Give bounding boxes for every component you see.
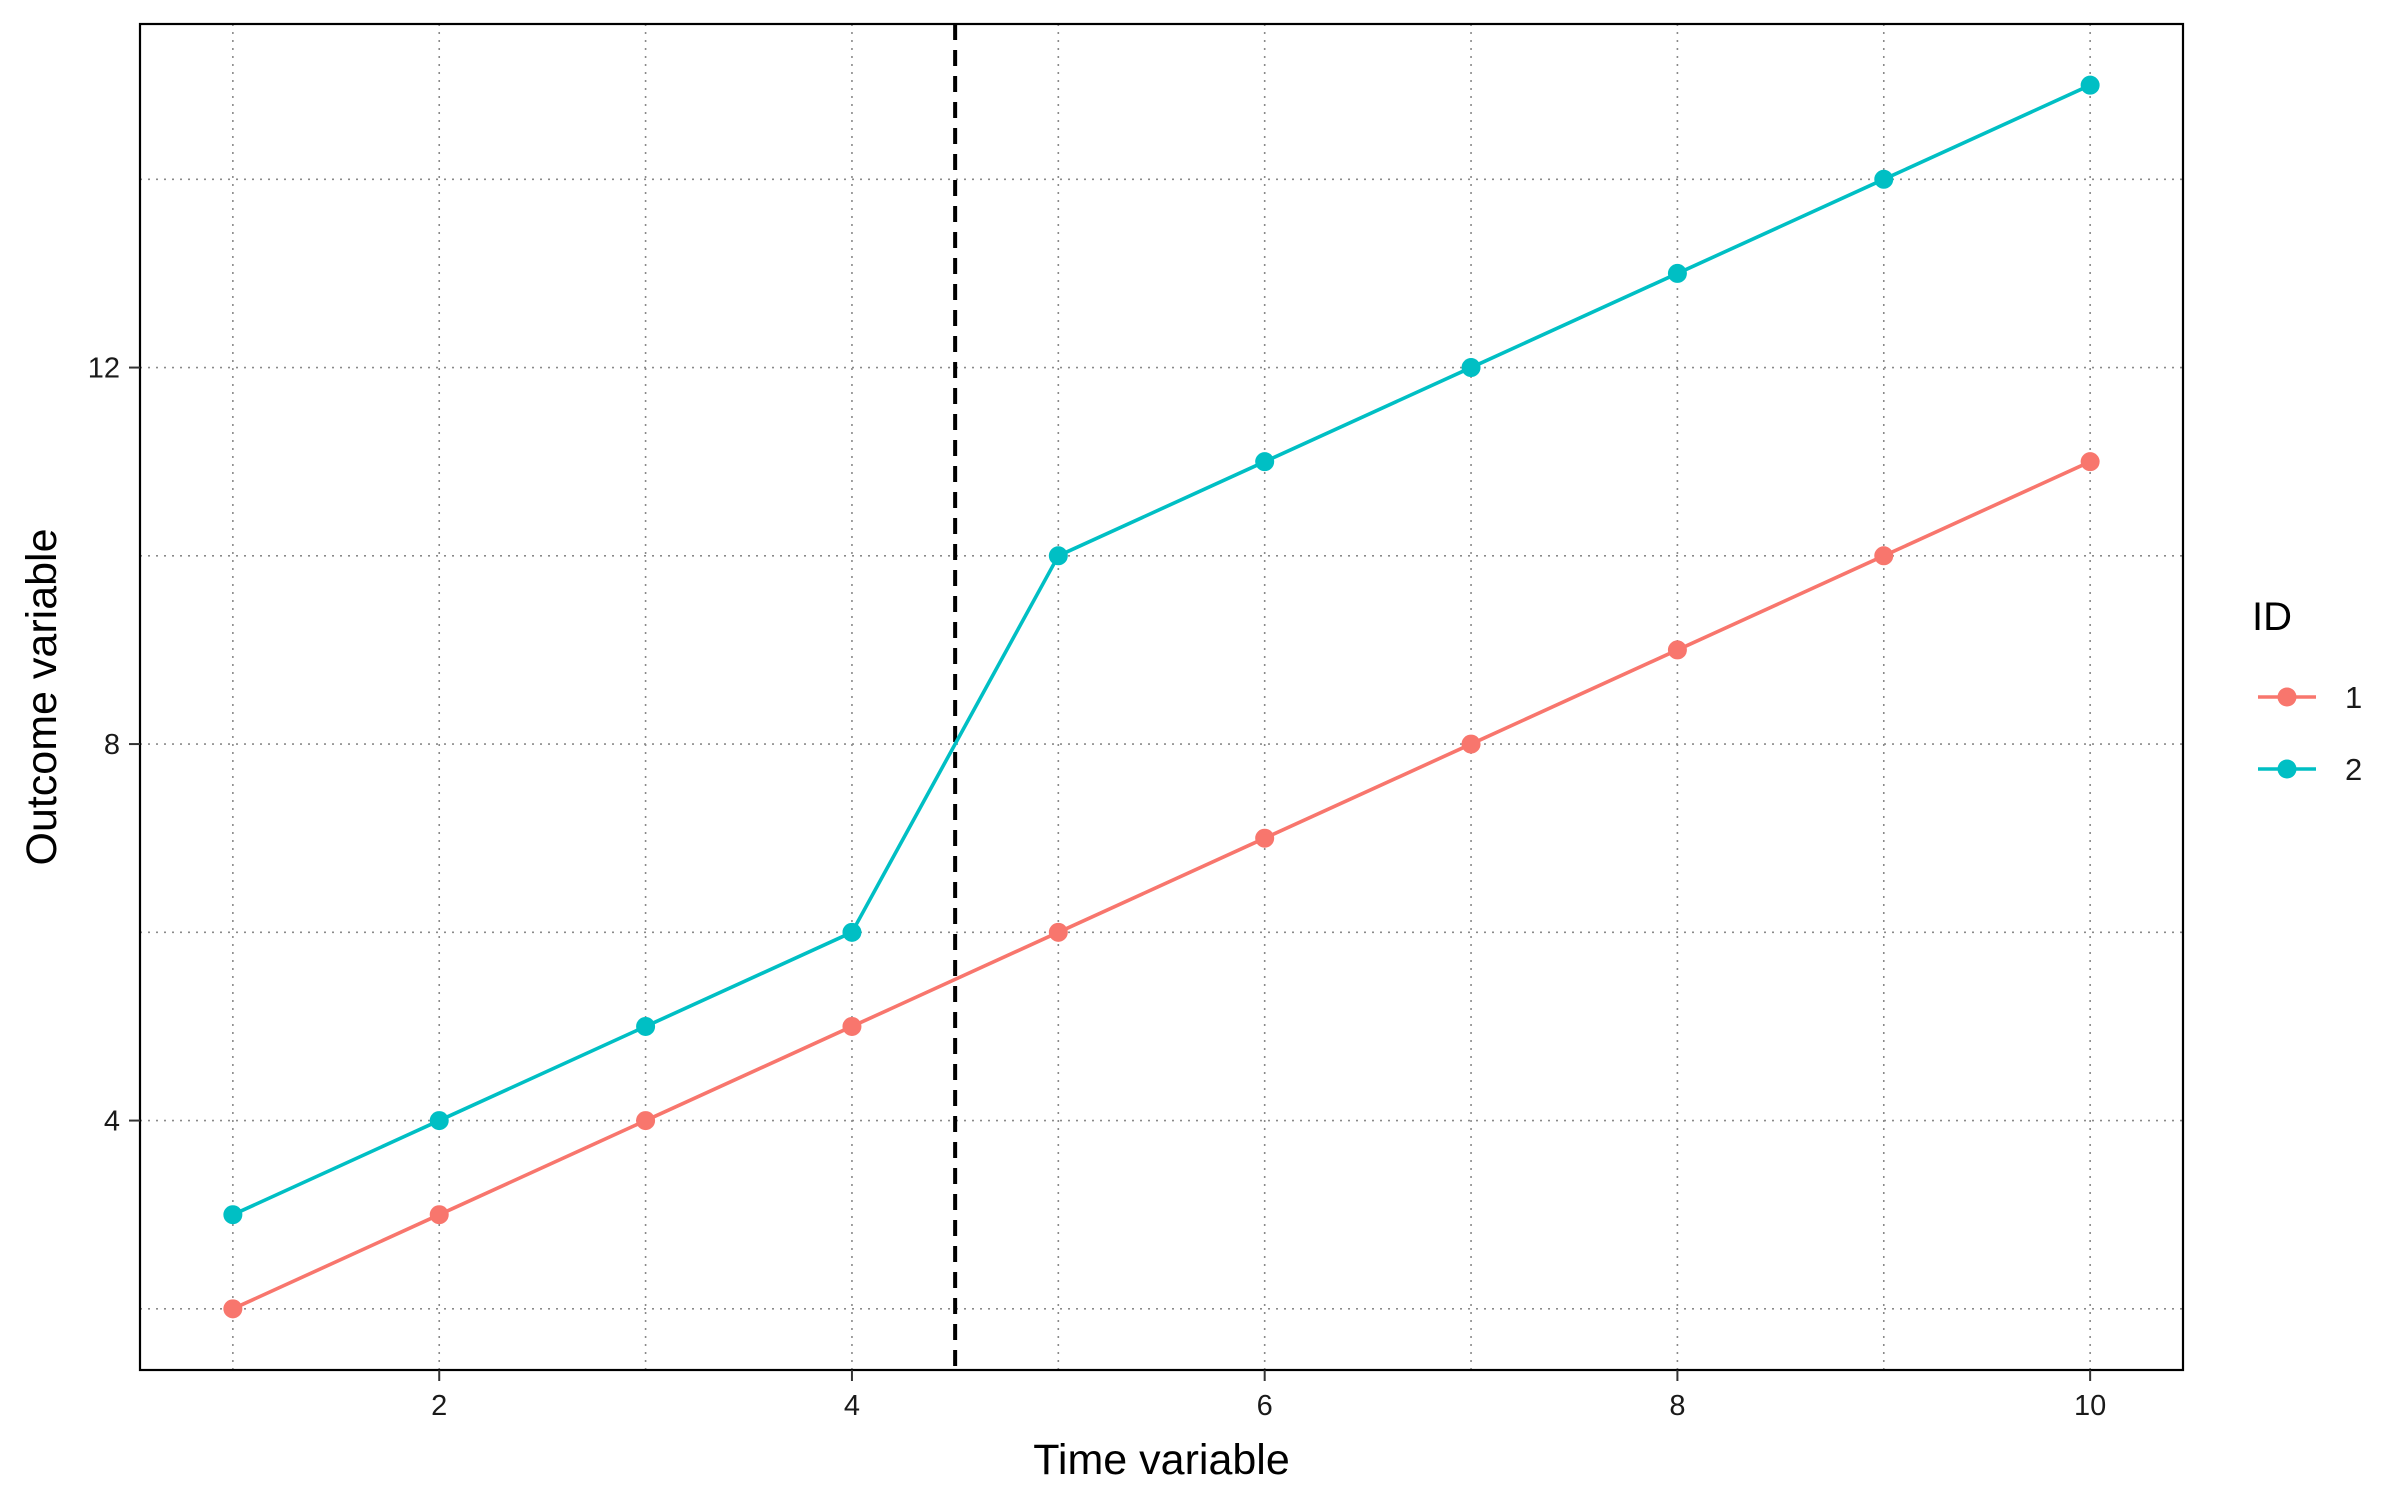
x-tick-label: 10 — [2074, 1390, 2106, 1422]
grid-lines — [140, 24, 2183, 1370]
series-1 — [223, 452, 2100, 1319]
data-point — [1667, 640, 1687, 660]
plot-panel-border — [138, 22, 2185, 1372]
data-point — [1667, 263, 1687, 283]
y-tick-label: 12 — [88, 353, 120, 385]
legend-key-point — [2277, 759, 2297, 779]
legend-label: 2 — [2345, 752, 2362, 787]
y-axis-title: Outcome variable — [18, 529, 66, 866]
series-line-1 — [232, 460, 2091, 1311]
data-point — [2080, 452, 2100, 472]
x-tick-label: 4 — [844, 1390, 860, 1422]
x-tick-label: 2 — [431, 1390, 447, 1422]
data-point — [842, 1016, 862, 1036]
data-point — [1048, 922, 1068, 942]
data-point — [429, 1205, 449, 1225]
series-layer — [223, 75, 2100, 1319]
data-point — [1255, 452, 1275, 472]
data-point — [842, 922, 862, 942]
legend-key-point — [2277, 687, 2297, 707]
x-tick-label: 6 — [1257, 1390, 1273, 1422]
legend-item-2: 2 — [2258, 752, 2362, 787]
axis-ticks: 2 4 6 8 10 4 8 12 — [88, 353, 2107, 1422]
data-point — [636, 1016, 656, 1036]
data-point — [223, 1205, 243, 1225]
series-line-2 — [232, 83, 2091, 1217]
x-axis-title: Time variable — [1033, 1436, 1290, 1484]
series-2 — [223, 75, 2100, 1225]
y-tick-label: 8 — [104, 729, 120, 761]
x-tick-label: 8 — [1669, 1390, 1685, 1422]
y-tick-label: 4 — [104, 1106, 120, 1138]
legend-items: 12 — [2258, 680, 2362, 787]
legend: ID 12 — [2252, 595, 2362, 787]
data-point — [1874, 169, 1894, 189]
data-point — [1461, 358, 1481, 378]
data-point — [1874, 546, 1894, 566]
data-point — [1461, 734, 1481, 754]
legend-item-1: 1 — [2258, 680, 2362, 715]
data-point — [429, 1111, 449, 1131]
data-point — [1048, 546, 1068, 566]
legend-title: ID — [2252, 595, 2292, 639]
legend-label: 1 — [2345, 680, 2362, 715]
data-point — [223, 1299, 243, 1319]
data-point — [636, 1111, 656, 1131]
data-point — [2080, 75, 2100, 95]
data-point — [1255, 828, 1275, 848]
